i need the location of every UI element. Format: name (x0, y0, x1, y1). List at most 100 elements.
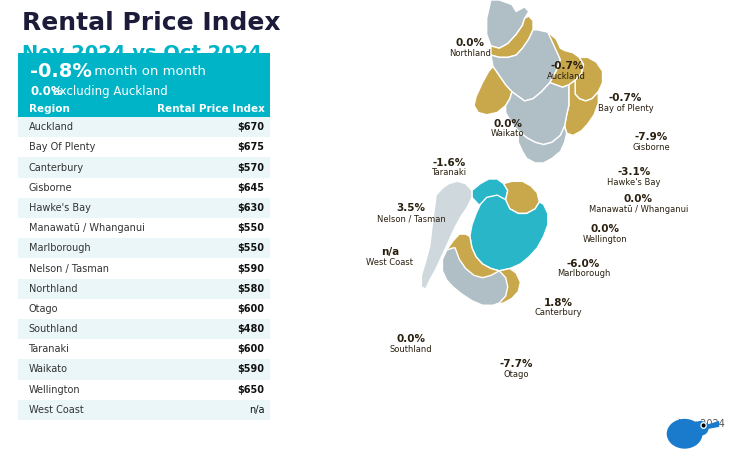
Ellipse shape (667, 419, 702, 449)
Text: $590: $590 (238, 364, 265, 375)
Text: $480: $480 (238, 324, 265, 334)
FancyBboxPatch shape (18, 101, 270, 117)
Text: Gisborne: Gisborne (29, 183, 72, 193)
Circle shape (702, 424, 705, 427)
Text: Nov 2024 vs Oct 2024: Nov 2024 vs Oct 2024 (22, 44, 262, 62)
Text: 3.5%: 3.5% (396, 203, 426, 213)
FancyBboxPatch shape (18, 279, 270, 299)
Text: 0.0%: 0.0% (493, 118, 522, 129)
Text: Rental Price Index: Rental Price Index (22, 11, 280, 35)
Polygon shape (491, 16, 533, 57)
Polygon shape (565, 80, 599, 135)
Text: Canterbury: Canterbury (535, 308, 582, 318)
Polygon shape (442, 248, 508, 305)
Text: Otago: Otago (503, 370, 529, 380)
Text: Taranaki: Taranaki (29, 344, 69, 354)
Text: $670: $670 (238, 122, 265, 132)
FancyBboxPatch shape (18, 299, 270, 319)
Text: Nelson / Tasman: Nelson / Tasman (29, 263, 108, 274)
Ellipse shape (693, 421, 708, 436)
Text: $630: $630 (238, 203, 265, 213)
FancyBboxPatch shape (18, 53, 270, 101)
Text: Marlborough: Marlborough (557, 269, 610, 279)
Text: Southland: Southland (390, 345, 432, 354)
Text: -6.0%: -6.0% (567, 258, 600, 269)
Text: Northland: Northland (449, 49, 491, 58)
Text: $590: $590 (238, 263, 265, 274)
Text: Gisborne: Gisborne (632, 143, 670, 152)
Text: Nov 2024: Nov 2024 (678, 419, 725, 429)
Text: -0.7%: -0.7% (550, 61, 584, 71)
Text: Marlborough: Marlborough (29, 243, 90, 253)
FancyBboxPatch shape (18, 359, 270, 380)
Text: Taranaki: Taranaki (431, 168, 466, 178)
Polygon shape (470, 195, 547, 271)
Text: Manawatū / Whanganui: Manawatū / Whanganui (589, 205, 688, 214)
Text: Wellington: Wellington (29, 385, 80, 395)
Text: Hawke's Bay: Hawke's Bay (29, 203, 90, 213)
Text: Auckland: Auckland (547, 72, 586, 81)
Text: $600: $600 (238, 304, 265, 314)
Text: 0.0%: 0.0% (396, 334, 426, 344)
Polygon shape (474, 67, 512, 115)
Text: $675: $675 (238, 142, 265, 152)
Text: -3.1%: -3.1% (617, 167, 650, 177)
Polygon shape (487, 0, 529, 48)
Text: -1.6%: -1.6% (432, 157, 465, 168)
Text: 0.0%: 0.0% (590, 224, 619, 234)
Text: -0.8%: -0.8% (30, 62, 92, 81)
Text: 0.0%: 0.0% (456, 38, 484, 48)
Text: $645: $645 (238, 183, 265, 193)
FancyBboxPatch shape (18, 339, 270, 359)
FancyBboxPatch shape (18, 238, 270, 258)
Text: Southland: Southland (29, 324, 78, 334)
Text: 0.0%: 0.0% (624, 194, 653, 204)
Polygon shape (547, 32, 584, 87)
Text: Otago: Otago (29, 304, 58, 314)
Text: month on month: month on month (89, 65, 205, 78)
Text: excluding Auckland: excluding Auckland (50, 85, 168, 98)
FancyBboxPatch shape (18, 400, 270, 420)
Text: Northland: Northland (29, 284, 77, 294)
Polygon shape (505, 83, 569, 145)
Polygon shape (442, 234, 520, 305)
Text: $570: $570 (238, 162, 265, 173)
Text: Bay Of Plenty: Bay Of Plenty (29, 142, 95, 152)
Text: -0.7%: -0.7% (609, 93, 642, 103)
FancyBboxPatch shape (18, 258, 270, 279)
Polygon shape (504, 181, 539, 213)
Text: $550: $550 (238, 223, 265, 233)
Text: $580: $580 (238, 284, 265, 294)
Text: Wellington: Wellington (582, 235, 627, 244)
Text: $650: $650 (238, 385, 265, 395)
Polygon shape (491, 30, 560, 101)
Text: -7.9%: -7.9% (634, 132, 668, 142)
Text: n/a: n/a (381, 247, 399, 257)
Text: $600: $600 (238, 344, 265, 354)
Text: n/a: n/a (249, 405, 265, 415)
Text: West Coast: West Coast (29, 405, 83, 415)
Circle shape (701, 423, 706, 428)
Text: West Coast: West Coast (366, 258, 414, 267)
Text: -7.7%: -7.7% (499, 359, 533, 369)
Polygon shape (707, 421, 719, 429)
FancyBboxPatch shape (18, 319, 270, 339)
Text: 0.0%: 0.0% (30, 85, 63, 98)
Text: Manawatū / Whanganui: Manawatū / Whanganui (29, 223, 144, 233)
Polygon shape (472, 179, 508, 207)
FancyBboxPatch shape (18, 157, 270, 178)
Text: Waikato: Waikato (491, 129, 524, 139)
FancyBboxPatch shape (18, 218, 270, 238)
FancyBboxPatch shape (18, 137, 270, 157)
Text: Hawke's Bay: Hawke's Bay (608, 178, 661, 187)
FancyBboxPatch shape (18, 117, 270, 137)
Text: Bay of Plenty: Bay of Plenty (598, 104, 653, 113)
Text: Waikato: Waikato (29, 364, 68, 375)
Text: Rental Price Index: Rental Price Index (156, 104, 265, 114)
Text: Auckland: Auckland (29, 122, 74, 132)
Text: Nelson / Tasman: Nelson / Tasman (377, 214, 445, 224)
Text: Region: Region (29, 104, 69, 114)
FancyBboxPatch shape (18, 178, 270, 198)
Polygon shape (575, 57, 602, 101)
FancyBboxPatch shape (18, 380, 270, 400)
